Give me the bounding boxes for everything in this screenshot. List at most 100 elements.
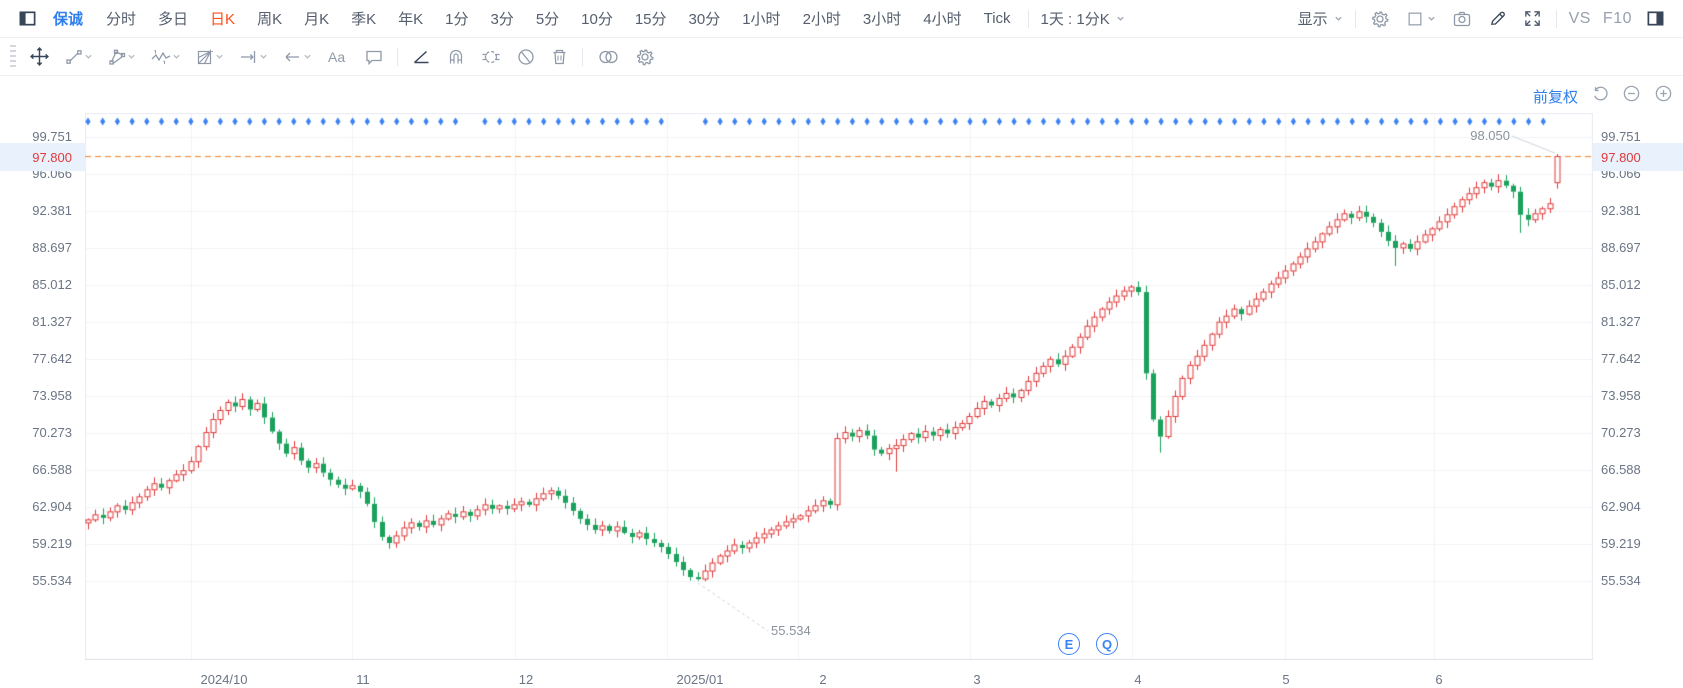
custom-period-label: 1天 : 1分K	[1040, 11, 1110, 28]
y-axis-tick: 81.327	[32, 314, 72, 329]
adjustment-mode-button[interactable]: 前复权	[1532, 88, 1578, 106]
y-axis-tick: 88.697	[32, 240, 72, 255]
top-bar: 保诚 分时 多日 日K 周K 月K 季K 年K 1分 3分 5分 10分 15分 30分 1小时 2小时 3小…	[0, 0, 1683, 38]
y-axis-tick: 85.012	[1601, 277, 1641, 292]
timeframe-item[interactable]: 月K	[304, 11, 330, 28]
chevron-down-icon	[1427, 16, 1435, 21]
timeframe-item[interactable]: 年K	[398, 11, 424, 28]
timeframe-item[interactable]: 2小时	[802, 11, 841, 28]
current-price-badge-right: 97.800	[1593, 143, 1683, 171]
x-axis-tick: 2025/01	[676, 672, 724, 687]
panel-right-icon[interactable]	[1638, 9, 1673, 28]
fullscreen-icon[interactable]	[1515, 9, 1550, 28]
y-axis-tick: 92.381	[1601, 203, 1641, 218]
x-axis-tick: 3	[973, 672, 981, 687]
timeframe-item[interactable]: 季K	[351, 11, 377, 28]
divider	[1555, 9, 1557, 28]
timeframe-item[interactable]: 多日	[158, 11, 189, 28]
y-axis-tick: 88.697	[1601, 240, 1641, 255]
chevron-down-icon	[173, 54, 180, 59]
magnet-tool[interactable]	[439, 47, 473, 67]
timeframe-item[interactable]: 3小时	[862, 11, 902, 28]
chevron-down-icon	[216, 54, 223, 59]
timeframe-item[interactable]: 分时	[106, 11, 137, 28]
timeframe-item[interactable]: 5分	[535, 11, 560, 28]
drawing-settings[interactable]	[628, 47, 662, 67]
cursor-move-tool[interactable]	[22, 46, 57, 67]
divider	[1027, 9, 1029, 28]
delete-drawings-tool[interactable]	[543, 47, 576, 67]
timeframe-item[interactable]: Tick	[983, 10, 1011, 27]
y-axis-tick: 59.219	[32, 536, 72, 551]
measure-tool[interactable]	[231, 47, 275, 67]
y-axis-tick: 70.273	[1601, 425, 1641, 440]
chart-region: 前复权 99.751 96.066 92.381 88.697 85.012 81.327…	[0, 76, 1683, 688]
display-dropdown[interactable]: 显示	[1292, 8, 1349, 29]
y-axis-tick: 85.012	[32, 277, 72, 292]
drag-handle[interactable]	[4, 44, 22, 70]
hide-drawings-tool[interactable]	[509, 47, 543, 67]
divider	[1354, 9, 1356, 28]
svg-text:Aa: Aa	[328, 49, 345, 65]
timeframe-item[interactable]: 1小时	[742, 11, 781, 28]
divider	[397, 47, 398, 66]
y-axis-tick: 59.219	[1601, 536, 1641, 551]
quarterly-event-marker[interactable]: Q	[1096, 633, 1118, 655]
current-price-badge-left: 97.800	[0, 143, 85, 171]
y-axis-tick: 66.588	[1601, 462, 1641, 477]
x-axis-tick: 5	[1282, 672, 1290, 687]
x-axis-tick: 12	[518, 672, 534, 687]
pencil-icon[interactable]	[1480, 9, 1515, 28]
gann-box-tool[interactable]	[188, 47, 231, 67]
trend-line-tool[interactable]	[57, 47, 100, 67]
y-axis-tick: 77.642	[1601, 351, 1641, 366]
earnings-event-marker[interactable]: E	[1058, 633, 1080, 655]
y-axis-tick: 81.327	[1601, 314, 1641, 329]
period-high-annotation: 98.050	[1470, 128, 1510, 143]
timeframe-item[interactable]: 日K	[210, 11, 236, 28]
timeframe-item[interactable]: 15分	[634, 11, 667, 28]
settings-gear-icon[interactable]	[1362, 9, 1398, 29]
zoom-in-icon[interactable]	[1654, 84, 1673, 108]
timeframe-item[interactable]: 3分	[490, 11, 514, 28]
y-axis-tick: 77.642	[32, 351, 72, 366]
timeframe-item[interactable]: 30分	[688, 11, 721, 28]
angle-tool[interactable]	[404, 47, 439, 67]
candlestick-chart[interactable]	[85, 113, 1593, 660]
y-axis-tick: 55.534	[32, 573, 72, 588]
compare-tool[interactable]	[589, 47, 628, 67]
y-axis-tick: 99.751	[1601, 129, 1641, 144]
note-tool[interactable]	[357, 47, 391, 67]
vs-button[interactable]: VS	[1568, 9, 1591, 27]
x-axis-tick: 2	[819, 672, 827, 687]
drawing-toolbar: Aa	[0, 38, 1683, 76]
y-axis-tick: 66.588	[32, 462, 72, 477]
y-axis-tick: 92.381	[32, 203, 72, 218]
y-axis-tick: 73.958	[32, 388, 72, 403]
custom-period-dropdown[interactable]: 1天 : 1分K	[1035, 8, 1131, 29]
f10-button[interactable]: F10	[1602, 9, 1632, 27]
timeframe-item[interactable]: 4小时	[923, 11, 962, 28]
chart-style-dropdown[interactable]	[1398, 10, 1444, 28]
period-low-annotation: 55.534	[771, 623, 811, 638]
symbol-name[interactable]: 保诚	[53, 11, 84, 28]
elliott-wave-tool[interactable]	[143, 47, 188, 67]
arrow-tool[interactable]	[275, 47, 319, 67]
pitchfork-tool[interactable]	[100, 47, 143, 67]
timeframe-item[interactable]: 1分	[445, 11, 469, 28]
zoom-out-icon[interactable]	[1622, 84, 1641, 108]
x-axis-tick: 11	[356, 672, 370, 687]
timeframe-item[interactable]: 10分	[581, 11, 613, 28]
chevron-down-icon	[85, 54, 92, 59]
sync-drawings-tool[interactable]	[473, 47, 509, 67]
timeframe-item[interactable]: 周K	[257, 11, 283, 28]
display-label: 显示	[1297, 11, 1328, 28]
undo-icon[interactable]	[1591, 85, 1609, 108]
divider	[582, 47, 583, 66]
y-axis-tick: 62.904	[1601, 499, 1641, 514]
camera-icon[interactable]	[1444, 9, 1480, 29]
panel-left-icon[interactable]	[10, 9, 45, 28]
chevron-down-icon	[1334, 16, 1342, 21]
text-tool[interactable]: Aa	[319, 47, 357, 67]
timeframe-menu: 分时 多日 日K 周K 月K 季K 年K 1分 3分 5分 10分 15分 30分 1小时 2小时 3小时 4小…	[95, 8, 1022, 29]
